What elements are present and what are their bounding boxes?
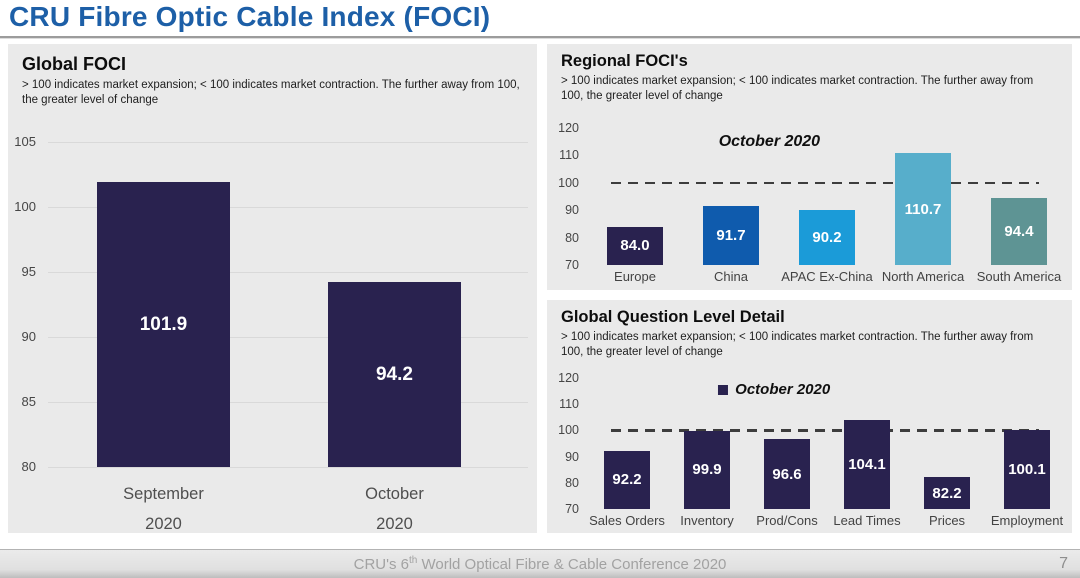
bar-value-label: 82.2 xyxy=(932,484,962,502)
plot-area: 101.9 September 2020 94.2 October 2020 xyxy=(48,141,528,533)
y-tick: 70 xyxy=(565,502,579,516)
regional-focis-bar-chart: 120 110 100 90 80 70 October 2020 84.0 Europe 91… xyxy=(547,121,1067,284)
y-tick: 80 xyxy=(21,459,36,474)
category-label: October 2020 xyxy=(365,485,424,533)
y-tick: 90 xyxy=(565,203,579,218)
y-tick: 80 xyxy=(565,475,579,490)
bar-apac-ex-china: 90.2 xyxy=(799,209,855,265)
legend-label: October 2020 xyxy=(735,381,831,398)
y-tick: 110 xyxy=(559,397,579,412)
slide-title: CRU Fibre Optic Cable Index (FOCI) xyxy=(9,1,491,32)
category-label: Sales Orders xyxy=(589,513,665,528)
bar-september-2020: 101.9 xyxy=(97,182,230,467)
y-tick: 105 xyxy=(14,134,36,149)
bar-value-label: 84.0 xyxy=(620,237,650,255)
page-number: 7 xyxy=(1059,555,1068,572)
bar-value-label: 91.7 xyxy=(716,226,746,244)
bar-value-label: 104.1 xyxy=(848,455,886,473)
regional-focis-title: Regional FOCI's xyxy=(561,52,688,70)
category-label: Prod/Cons xyxy=(756,513,818,528)
regional-focis-subtitle: > 100 indicates market expansion; < 100 … xyxy=(561,75,1034,102)
y-tick: 90 xyxy=(565,449,579,464)
y-tick: 120 xyxy=(558,121,579,135)
bar-value-label: 94.2 xyxy=(375,363,413,385)
panel-regional-focis: Regional FOCI's > 100 indicates market e… xyxy=(547,44,1072,290)
bar-employment: 100.1 xyxy=(1004,430,1050,509)
bar-north-america: 110.7 xyxy=(895,153,951,265)
bar-value-label: 100.1 xyxy=(1008,461,1046,479)
bar-china: 91.7 xyxy=(703,205,759,265)
y-tick: 110 xyxy=(559,148,579,163)
gridline xyxy=(48,271,528,273)
bar-value-label: 90.2 xyxy=(812,228,842,246)
bar-value-label: 92.2 xyxy=(612,471,642,489)
y-tick: 100 xyxy=(558,175,579,190)
gridline xyxy=(48,466,528,468)
bar-value-label: 99.9 xyxy=(692,461,722,479)
bar-value-label: 101.9 xyxy=(139,313,188,335)
y-tick: 70 xyxy=(565,258,579,272)
bar-inventory: 99.9 xyxy=(684,430,730,509)
reference-line-100 xyxy=(611,181,1039,185)
bar-south-america: 94.4 xyxy=(991,198,1047,265)
chart-annotation: October 2020 xyxy=(718,133,821,150)
bar-sales-orders: 92.2 xyxy=(604,450,650,509)
y-tick: 95 xyxy=(21,264,36,279)
bar-value-label: 110.7 xyxy=(904,200,942,218)
legend-swatch-icon xyxy=(718,384,729,395)
title-divider xyxy=(0,36,1080,38)
bar-prod-cons: 96.6 xyxy=(764,439,810,509)
y-tick: 85 xyxy=(21,394,36,409)
bar-value-label: 96.6 xyxy=(772,465,802,483)
category-label: APAC Ex-China xyxy=(781,269,873,284)
category-label: Lead Times xyxy=(833,513,901,528)
gridline xyxy=(48,206,528,208)
plot-area: October 2020 92.2 Sales Orders 99.9 Inventor… xyxy=(587,378,1067,528)
global-foci-bar-chart: 105 100 95 90 85 80 101.9 September 2020 94.2 Oct… xyxy=(8,134,528,533)
gridline xyxy=(48,336,528,338)
category-label: Europe xyxy=(614,269,656,284)
y-tick: 90 xyxy=(21,329,36,344)
footer-conference-title: CRU's 6th World Optical Fibre & Cable Co… xyxy=(0,555,1080,573)
category-label: Prices xyxy=(928,513,966,528)
y-axis: 120 110 100 90 80 70 xyxy=(547,371,587,516)
y-axis: 120 110 100 90 80 70 xyxy=(547,121,587,272)
question-level-bar-chart: 120 110 100 90 80 70 October 2020 92.2 Sales Or… xyxy=(547,371,1067,528)
global-foci-subtitle: > 100 indicates market expansion; < 100 … xyxy=(22,79,520,106)
bar-value-label: 94.4 xyxy=(1004,223,1034,241)
bar-prices: 82.2 xyxy=(924,477,970,509)
bar-lead-times: 104.1 xyxy=(844,419,890,509)
question-level-title: Global Question Level Detail xyxy=(561,308,785,326)
panel-global-question-level-detail: Global Question Level Detail > 100 indic… xyxy=(547,300,1072,533)
y-tick: 100 xyxy=(14,199,36,214)
category-label: September 2020 xyxy=(123,485,204,533)
gridline xyxy=(48,141,528,143)
global-foci-title: Global FOCI xyxy=(22,54,127,74)
reference-line-100 xyxy=(611,429,1039,432)
panel-global-foci: Global FOCI > 100 indicates market expan… xyxy=(8,44,537,533)
bar-europe: 84.0 xyxy=(607,226,663,265)
category-label: Employment xyxy=(990,513,1064,528)
y-axis: 105 100 95 90 85 80 xyxy=(8,134,48,474)
category-label: China xyxy=(714,269,748,284)
bar-october-2020: 94.2 xyxy=(328,282,461,467)
slide-footer: CRU's 6th World Optical Fibre & Cable Co… xyxy=(0,549,1080,578)
category-label: North America xyxy=(881,269,965,284)
plot-area: October 2020 84.0 Europe 91.7 China 90.2 APAC … xyxy=(587,128,1067,284)
y-tick: 120 xyxy=(558,371,579,385)
footer-text-prefix: CRU's 6 xyxy=(353,556,409,573)
y-tick: 100 xyxy=(558,423,579,438)
question-level-subtitle: > 100 indicates market expansion; < 100 … xyxy=(561,331,1034,358)
y-tick: 80 xyxy=(565,230,579,245)
footer-text-superscript: th xyxy=(408,555,418,566)
footer-text-suffix: World Optical Fibre & Cable Conference 2… xyxy=(417,556,727,573)
category-label: South America xyxy=(976,269,1062,284)
chart-legend: October 2020 xyxy=(718,381,830,398)
category-label: Inventory xyxy=(680,513,734,528)
gridline xyxy=(48,401,528,403)
